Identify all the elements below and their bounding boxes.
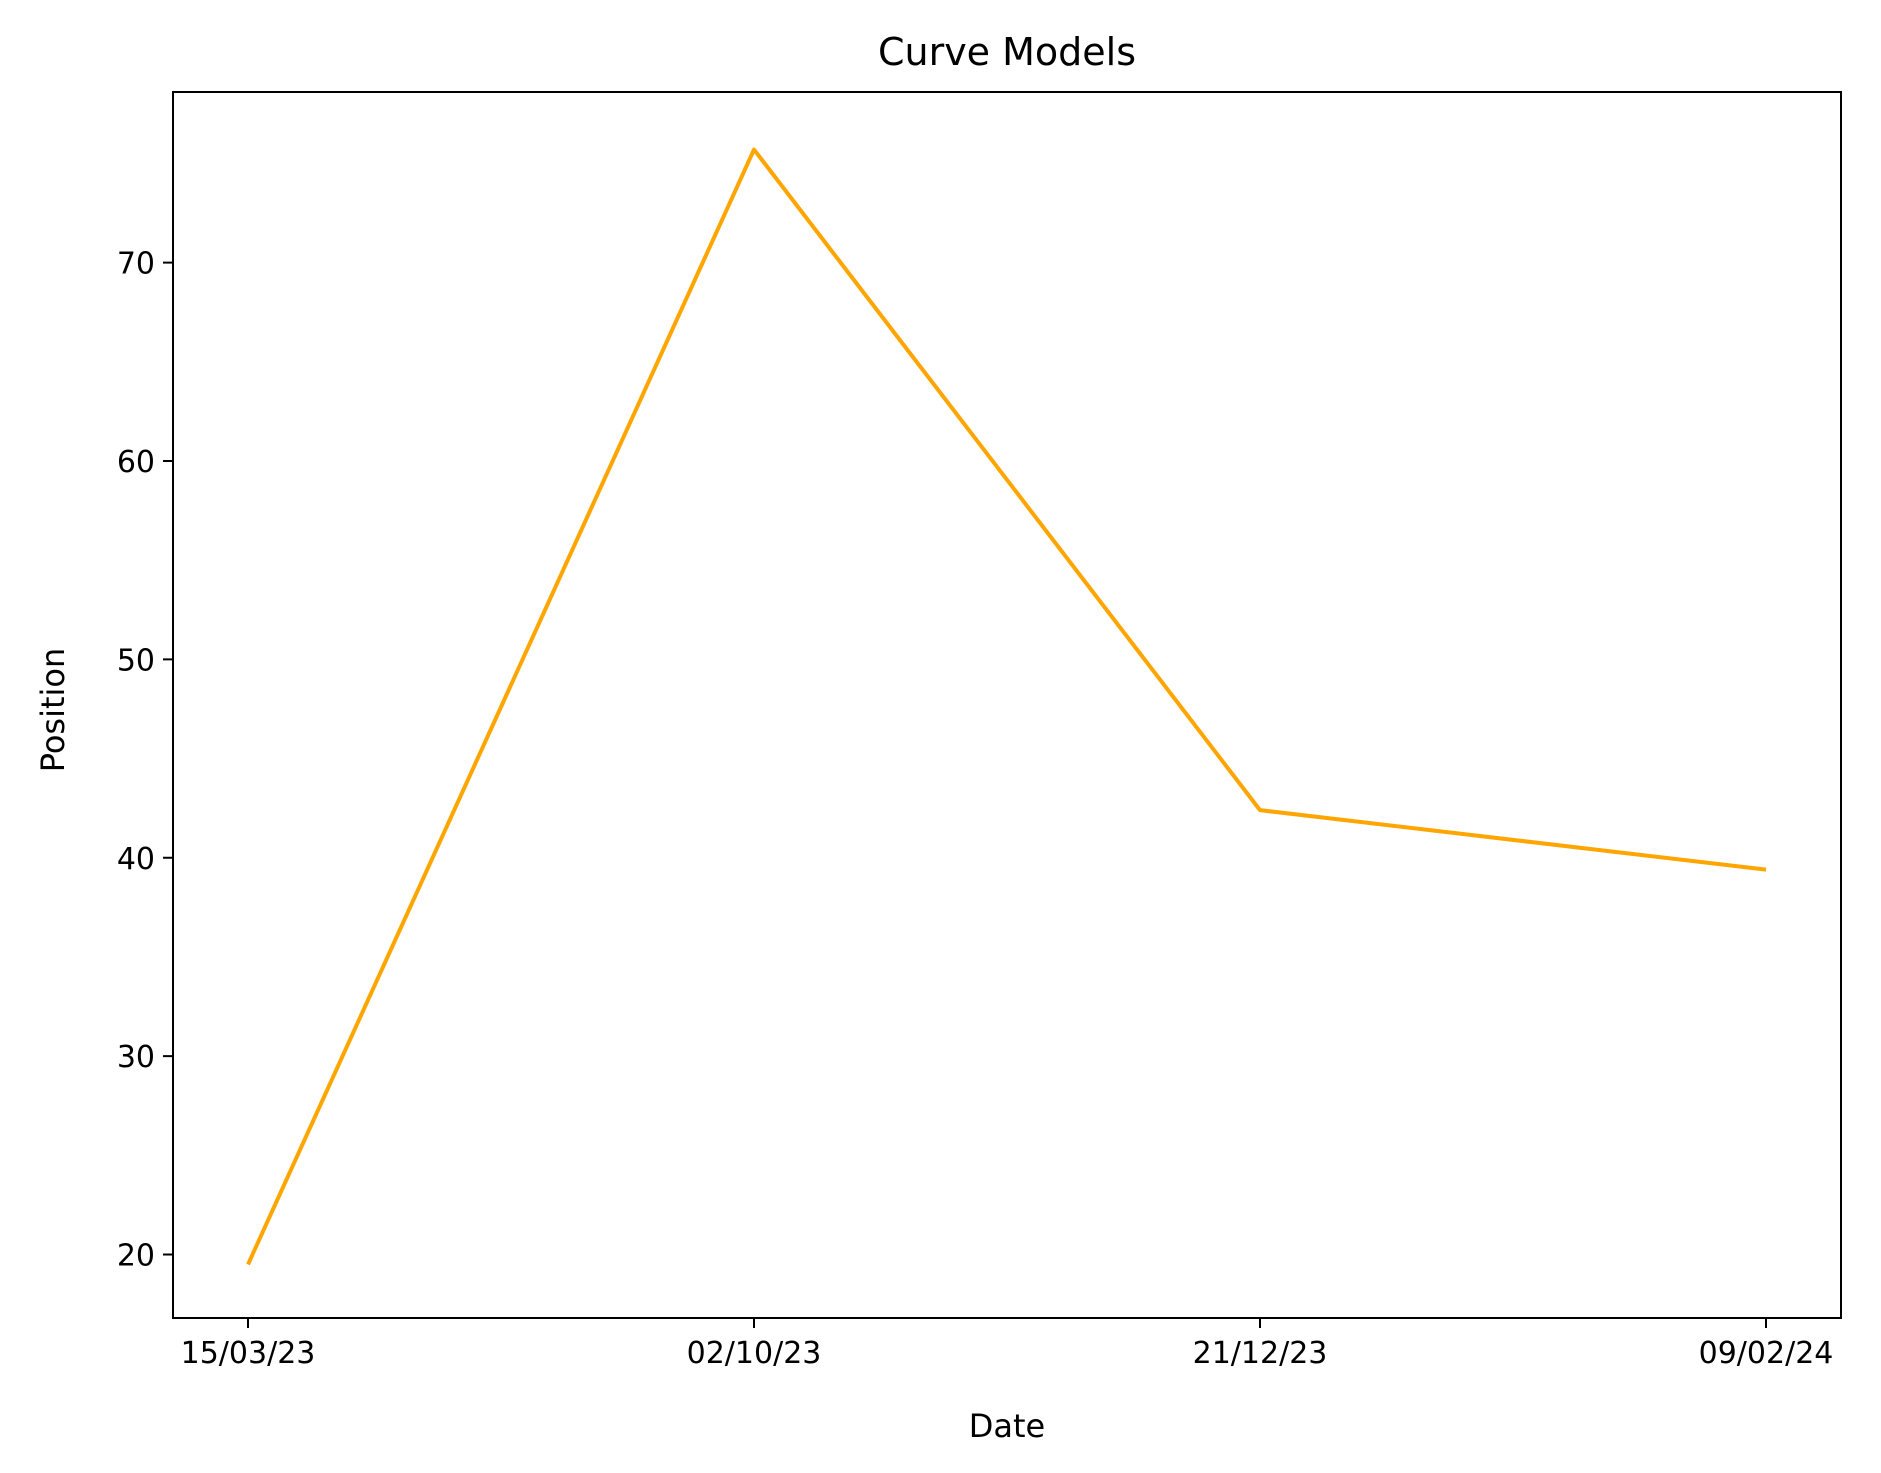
y-tick-label: 60 bbox=[117, 445, 155, 480]
y-tick-label: 30 bbox=[117, 1040, 155, 1075]
x-tick-label: 02/10/23 bbox=[687, 1336, 822, 1371]
x-tick-label: 21/12/23 bbox=[1193, 1336, 1328, 1371]
y-axis: 20 30 40 50 60 70 bbox=[117, 247, 173, 1274]
y-tick-label: 50 bbox=[117, 643, 155, 678]
plot-area bbox=[246, 147, 1767, 1266]
x-tick-label: 15/03/23 bbox=[181, 1336, 316, 1371]
plot-frame bbox=[172, 91, 1842, 1319]
y-axis-label: Position bbox=[34, 648, 72, 773]
x-tick-label: 09/02/24 bbox=[1699, 1336, 1834, 1371]
y-tick-label: 40 bbox=[117, 842, 155, 877]
series-line-0 bbox=[246, 147, 1767, 1266]
y-tick-label: 70 bbox=[117, 247, 155, 282]
x-axis: 15/03/23 02/10/23 21/12/23 09/02/24 bbox=[181, 1318, 1834, 1371]
y-tick-label: 20 bbox=[117, 1239, 155, 1274]
x-axis-label: Date bbox=[969, 1407, 1045, 1445]
chart-title: Curve Models bbox=[878, 30, 1136, 74]
